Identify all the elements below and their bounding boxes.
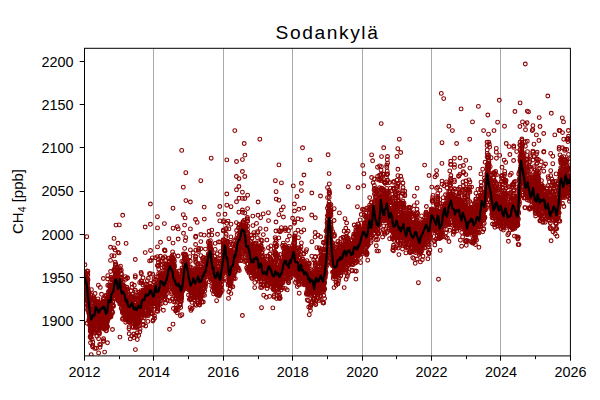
svg-text:2020: 2020 <box>346 364 378 380</box>
svg-text:2200: 2200 <box>41 54 73 70</box>
svg-text:2026: 2026 <box>554 364 586 380</box>
svg-text:CH4 [ppb]: CH4 [ppb] <box>9 169 28 234</box>
svg-text:2000: 2000 <box>41 227 73 243</box>
svg-text:Sodankylä: Sodankylä <box>275 22 379 43</box>
svg-text:1950: 1950 <box>41 270 73 286</box>
svg-text:2024: 2024 <box>485 364 517 380</box>
svg-text:2150: 2150 <box>41 97 73 113</box>
svg-text:2014: 2014 <box>138 364 170 380</box>
svg-text:2050: 2050 <box>41 183 73 199</box>
svg-text:2016: 2016 <box>207 364 239 380</box>
svg-text:2022: 2022 <box>416 364 448 380</box>
svg-text:2100: 2100 <box>41 140 73 156</box>
svg-text:2012: 2012 <box>68 364 100 380</box>
svg-text:1900: 1900 <box>41 313 73 329</box>
svg-text:2018: 2018 <box>277 364 309 380</box>
